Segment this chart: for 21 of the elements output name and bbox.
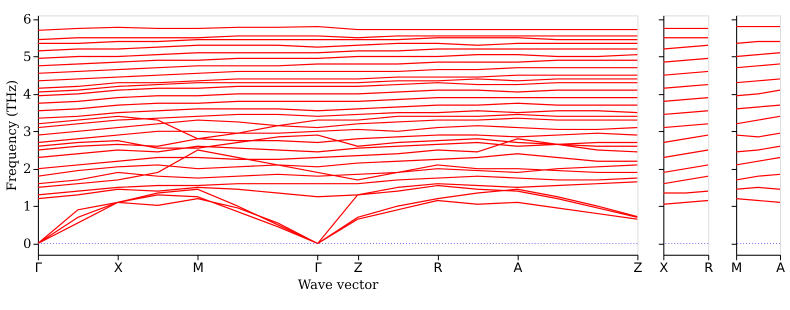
y-axis-title: Frequency (THz) <box>5 80 20 192</box>
x-tick-label: A <box>776 261 786 276</box>
x-tick-label: R <box>704 261 714 276</box>
x-tick-label: Z <box>354 261 363 276</box>
y-tick-label: 5 <box>23 50 32 65</box>
x-tick-label: R <box>434 261 443 276</box>
x-axis-title: Wave vector <box>298 278 380 294</box>
y-tick-label: 6 <box>23 12 32 28</box>
x-tick-label: X <box>659 261 668 276</box>
x-tick-label: Γ <box>314 261 323 276</box>
x-tick-label: X <box>114 261 123 276</box>
x-tick-label: Γ <box>34 261 43 276</box>
x-tick-label: A <box>514 261 523 276</box>
y-tick-label: 1 <box>23 200 32 215</box>
y-tick-label: 0 <box>23 237 32 252</box>
y-tick-label: 4 <box>23 87 32 102</box>
y-tick-label: 2 <box>23 162 32 178</box>
x-tick-label: M <box>731 261 742 276</box>
x-tick-label: Z <box>633 261 642 276</box>
x-tick-label: M <box>192 261 204 276</box>
y-tick-label: 3 <box>23 124 32 140</box>
